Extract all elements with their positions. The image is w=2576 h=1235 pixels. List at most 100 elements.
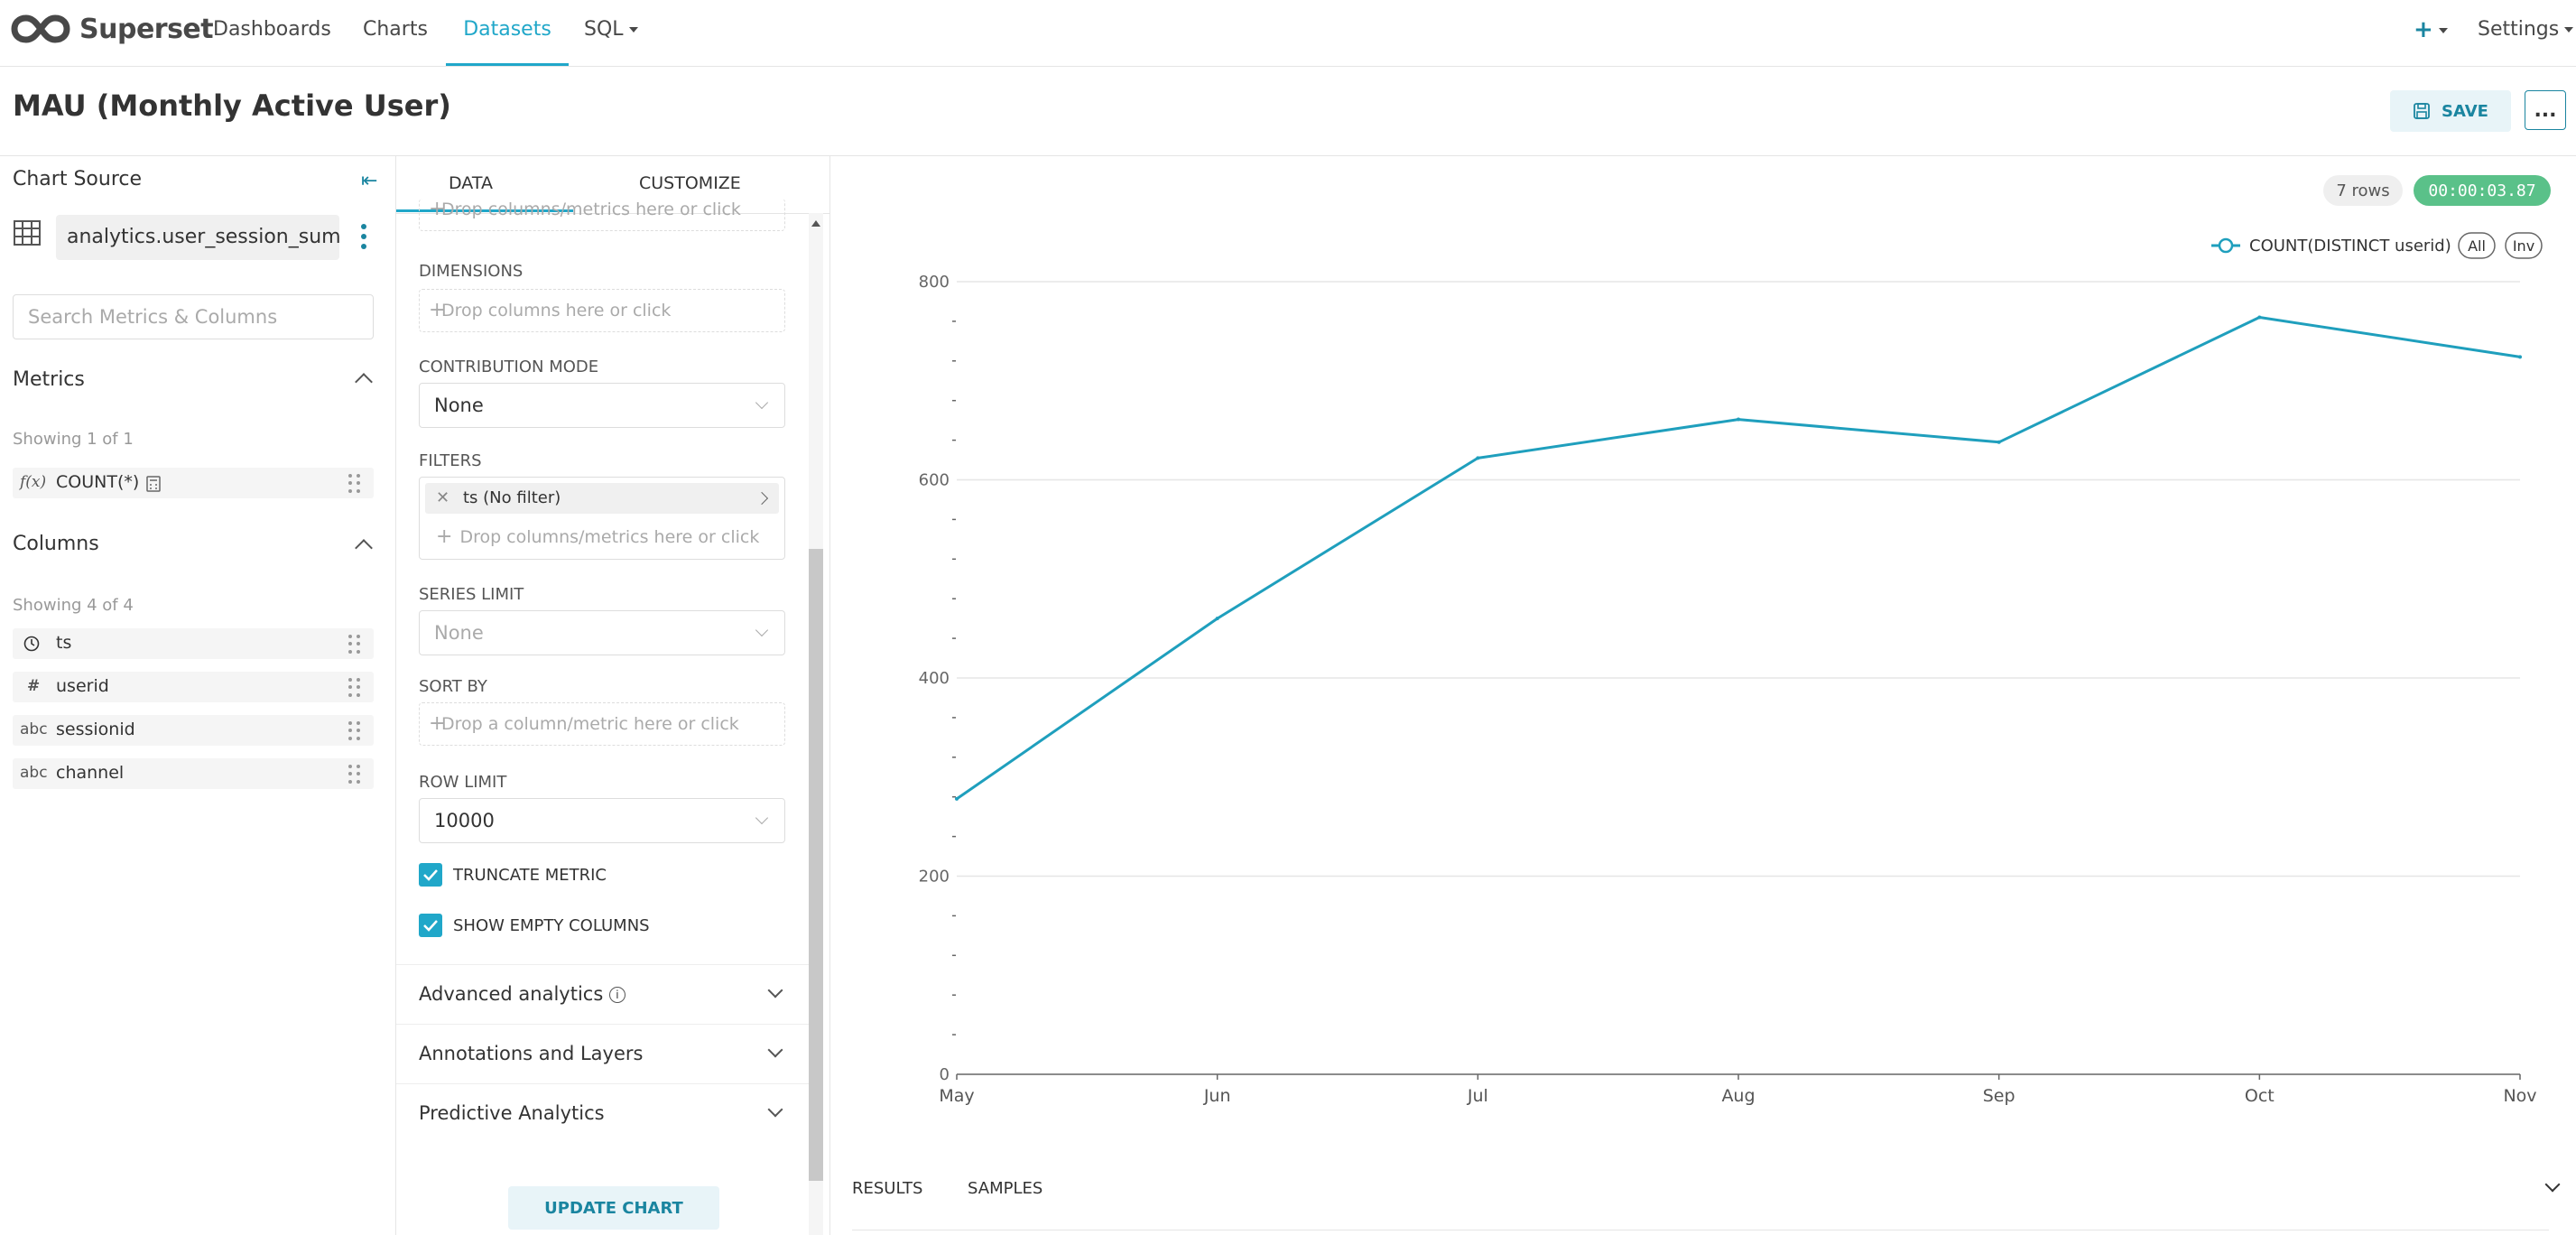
chevron-down-icon xyxy=(2564,27,2574,32)
section-predictive-analytics[interactable]: Predictive Analytics xyxy=(396,1083,813,1144)
remove-filter-icon[interactable]: ✕ xyxy=(436,488,450,507)
legend-inv-button xyxy=(2505,232,2543,259)
plus-icon: + xyxy=(429,198,446,220)
scrollbar-thumb[interactable] xyxy=(809,549,823,1181)
metrics-section-title[interactable]: Metrics xyxy=(13,368,85,391)
dataset-name[interactable]: analytics.user_session_sum... xyxy=(56,215,339,260)
chevron-up-icon[interactable] xyxy=(355,539,373,557)
column-item-channel[interactable]: abc channel xyxy=(13,758,374,789)
column-label: ts xyxy=(56,633,72,653)
scroll-up-icon[interactable] xyxy=(811,220,820,227)
filter-pill[interactable]: ✕ ts (No filter) xyxy=(425,483,779,514)
chevron-down-icon xyxy=(2438,27,2448,33)
truncate-metric-row[interactable]: TRUNCATE METRIC xyxy=(419,863,607,887)
select-value: 10000 xyxy=(434,810,495,831)
update-chart-button[interactable]: UPDATE CHART xyxy=(508,1186,719,1230)
data-point xyxy=(2257,315,2262,320)
row-count-badge: 7 rows xyxy=(2323,175,2403,206)
more-options-button[interactable]: ... xyxy=(2525,90,2566,130)
top-navbar: Superset Dashboards Charts Datasets SQL … xyxy=(0,0,2576,67)
nav-sql[interactable]: SQL xyxy=(584,0,638,66)
show-empty-columns-row[interactable]: SHOW EMPTY COLUMNS xyxy=(419,914,650,937)
settings-menu[interactable]: Settings xyxy=(2478,0,2574,66)
show-empty-columns-checkbox[interactable] xyxy=(419,914,442,937)
filters-drop-zone[interactable]: + Drop columns/metrics here or click xyxy=(436,519,759,555)
column-label: userid xyxy=(56,676,109,696)
y-tick-label: 0 xyxy=(940,1065,950,1084)
plus-icon: + xyxy=(436,525,453,548)
contribution-mode-select[interactable]: None xyxy=(419,383,785,428)
datasource-panel: Chart Source ⇤ analytics.user_session_su… xyxy=(0,155,396,1235)
save-icon xyxy=(2414,103,2430,119)
save-label: SAVE xyxy=(2442,101,2488,121)
drag-handle-icon[interactable] xyxy=(348,474,361,494)
select-value: None xyxy=(434,395,484,416)
filters-label: FILTERS xyxy=(419,451,482,470)
section-label: Advanced analytics i xyxy=(419,983,625,1005)
y-tick-label: 800 xyxy=(919,273,950,292)
section-label: Predictive Analytics xyxy=(419,1102,605,1124)
section-annotations-layers[interactable]: Annotations and Layers xyxy=(396,1024,813,1084)
row-limit-label: ROW LIMIT xyxy=(419,773,507,792)
drag-handle-icon[interactable] xyxy=(348,635,361,655)
results-pane: RESULTS SAMPLES xyxy=(830,1148,2576,1235)
legend-control-label: Inv xyxy=(2513,237,2534,255)
data-point xyxy=(1737,417,1740,422)
control-panel: DATA CUSTOMIZE + Drop columns/metrics her… xyxy=(396,155,830,1235)
active-tab-indicator xyxy=(396,209,573,212)
brand-logo[interactable]: Superset xyxy=(11,9,214,49)
drop-zone-text: Drop columns/metrics here or click xyxy=(441,200,741,219)
nav-charts[interactable]: Charts xyxy=(363,18,428,41)
columns-section-title[interactable]: Columns xyxy=(13,533,99,555)
tab-samples[interactable]: SAMPLES xyxy=(968,1179,1043,1198)
nav-datasets[interactable]: Datasets xyxy=(446,0,569,66)
data-point xyxy=(1476,456,1480,460)
series-limit-label: SERIES LIMIT xyxy=(419,585,524,604)
new-item-button[interactable]: + xyxy=(2414,0,2448,66)
sort-by-drop-zone[interactable]: + Drop a column/metric here or click xyxy=(419,702,785,746)
metrics-drop-zone[interactable]: + Drop columns/metrics here or click xyxy=(419,199,785,231)
column-item-userid[interactable]: # userid xyxy=(13,672,374,702)
column-item-sessionid[interactable]: abc sessionid xyxy=(13,715,374,746)
query-timer-badge: 00:00:03.87 xyxy=(2414,175,2551,206)
drag-handle-icon[interactable] xyxy=(348,765,361,785)
save-button[interactable]: SAVE xyxy=(2390,90,2511,132)
data-point xyxy=(2518,355,2522,359)
column-label: channel xyxy=(56,763,125,783)
drag-handle-icon[interactable] xyxy=(348,721,361,741)
chart-source-title: Chart Source xyxy=(13,168,143,190)
legend-series-label: COUNT(DISTINCT userid) xyxy=(2249,237,2451,255)
chevron-down-icon xyxy=(755,811,769,825)
column-item-ts[interactable]: ts xyxy=(13,628,374,659)
collapse-panel-icon[interactable]: ⇤ xyxy=(361,170,378,192)
x-tick-label: May xyxy=(939,1086,974,1106)
tab-customize[interactable]: CUSTOMIZE xyxy=(639,173,741,193)
drag-handle-icon[interactable] xyxy=(348,678,361,698)
drop-zone-text: Drop columns/metrics here or click xyxy=(459,527,760,547)
series-limit-select[interactable]: None xyxy=(419,610,785,655)
dataset-menu-icon[interactable] xyxy=(361,224,368,249)
string-type-icon: abc xyxy=(20,720,48,738)
tab-data[interactable]: DATA xyxy=(449,173,493,193)
metric-item[interactable]: f(x) COUNT(*) xyxy=(13,468,374,498)
x-tick-label: Nov xyxy=(2503,1086,2536,1106)
chevron-up-icon[interactable] xyxy=(355,373,373,391)
nav-dashboards[interactable]: Dashboards xyxy=(213,18,331,41)
plus-icon: + xyxy=(2414,16,2433,43)
chevron-down-icon xyxy=(767,1042,783,1058)
drop-zone-text: Drop a column/metric here or click xyxy=(441,714,739,734)
tab-results[interactable]: RESULTS xyxy=(852,1179,923,1198)
plus-icon: + xyxy=(429,712,446,735)
line-chart: 0 200 400 600 800 May Jun Jul Aug Sep Oct Nov COUNT(… xyxy=(919,232,2543,1106)
metrics-columns-search-input[interactable] xyxy=(13,294,374,339)
truncate-metric-checkbox[interactable] xyxy=(419,863,442,887)
ellipsis-icon: ... xyxy=(2534,98,2557,122)
metric-label: COUNT(*) xyxy=(56,472,140,492)
chart-title[interactable]: MAU (Monthly Active User) xyxy=(13,88,451,123)
row-limit-select[interactable]: 10000 xyxy=(419,798,785,843)
x-tick-label: Oct xyxy=(2245,1086,2275,1106)
dimensions-drop-zone[interactable]: + Drop columns here or click xyxy=(419,289,785,332)
legend-marker-icon xyxy=(2218,237,2234,254)
section-advanced-analytics[interactable]: Advanced analytics i xyxy=(396,964,813,1025)
chevron-down-icon[interactable] xyxy=(2544,1176,2561,1193)
